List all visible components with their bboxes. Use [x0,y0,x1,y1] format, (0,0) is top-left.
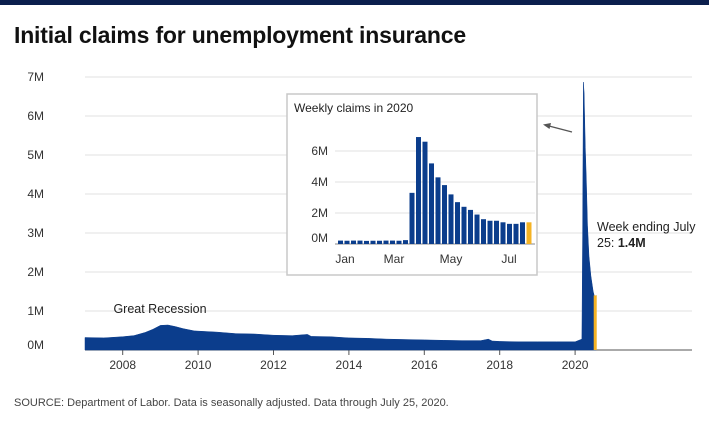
inset-bar [409,192,415,244]
pointer-arrow-line [548,125,573,133]
inset-x-tick-label: May [440,252,463,266]
inset-panel [286,93,538,276]
inset-bar [487,220,493,244]
inset-chart: Weekly claims in 2020 0M 2M 4M 6M Jan Mar May Ju… [286,93,538,276]
y-tick-label: 5M [27,148,44,162]
y-tick-label: 1M [27,304,44,318]
page-title: Initial claims for unemployment insuranc… [14,22,466,48]
inset-bar [429,163,434,244]
y-tick-label: 7M [27,70,44,84]
x-tick-label: 2014 [336,358,363,372]
inset-bar [442,185,447,244]
top-accent-bar [0,0,709,5]
pointer-arrow-head [543,123,551,129]
x-tick-label: 2010 [185,358,212,372]
inset-bar [383,240,389,244]
inset-title: Weekly claims in 2020 [294,101,413,115]
inset-x-tick-label: Mar [384,252,405,266]
inset-bar [481,219,486,244]
inset-bar [507,223,512,244]
inset-bar [461,206,467,244]
latest-week-annotation: Week ending July 25: 1.4M [597,220,696,250]
inset-y-tick-label: 4M [311,175,328,189]
inset-bar [403,240,408,244]
inset-y-tick-label: 6M [311,144,328,158]
inset-bar [396,240,402,244]
x-tick-label: 2016 [411,358,438,372]
latest-week-value: 1.4M [618,236,646,250]
inset-bar [351,240,356,244]
y-tick-label: 0M [27,338,44,352]
inset-bar [416,137,421,244]
inset-bar [422,141,428,244]
inset-bar [390,240,395,244]
x-tick-label: 2018 [486,358,513,372]
latest-week-marker [593,295,597,350]
great-recession-annotation: Great Recession [113,302,206,316]
inset-bar [494,220,499,244]
inset-y-tick-label: 2M [311,206,328,220]
inset-bar [377,240,382,244]
inset-bar [364,240,369,244]
x-tick-label: 2020 [562,358,589,372]
y-tick-label: 4M [27,187,44,201]
inset-bar [435,177,441,244]
inset-x-tick-label: Jan [335,252,354,266]
y-tick-label: 2M [27,265,44,279]
x-tick-label: 2008 [109,358,136,372]
inset-bar [370,240,376,244]
inset-bar [520,222,525,244]
inset-bar [526,222,532,244]
x-tick-label: 2012 [260,358,287,372]
y-tick-label: 6M [27,109,44,123]
y-tick-label: 3M [27,226,44,240]
inset-bar [500,222,506,244]
source-note: SOURCE: Department of Labor. Data is sea… [14,397,449,409]
inset-bar [357,240,363,244]
inset-bar [474,214,480,244]
inset-x-tick-label: Jul [501,252,516,266]
inset-bar [513,223,519,244]
inset-bar [455,202,460,244]
latest-week-annotation-line2: 25: [597,236,618,250]
inset-bar [344,240,350,244]
claims-area-series [84,82,597,351]
inset-bar [468,209,473,244]
inset-y-tick-label: 0M [311,231,328,245]
inset-bar [448,194,454,244]
latest-week-annotation-line1: Week ending July [597,220,696,234]
inset-bar [338,240,343,244]
